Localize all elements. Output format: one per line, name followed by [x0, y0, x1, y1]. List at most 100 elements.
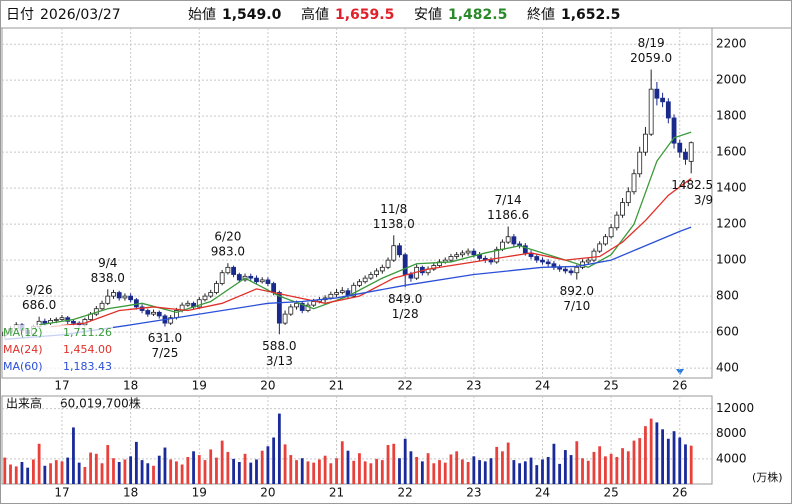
- volume-bar: [621, 448, 624, 484]
- volume-bar: [501, 451, 504, 484]
- volume-bar: [9, 464, 12, 484]
- candle-body: [208, 292, 214, 297]
- x-tick-label: 22: [398, 486, 413, 500]
- candle-body: [151, 311, 156, 315]
- annotation-date: 6/20: [214, 230, 241, 244]
- volume-bar: [106, 445, 110, 484]
- x-tick-label: 25: [603, 379, 618, 393]
- candle-body: [562, 268, 568, 272]
- y-tick-label: 1400: [716, 181, 747, 195]
- x-tick-label: 21: [329, 486, 344, 500]
- annotation-date: 7/25: [151, 346, 178, 360]
- volume-tick-label: 4000: [716, 451, 747, 465]
- volume-bar: [66, 457, 70, 484]
- field-name: 始値: [188, 7, 216, 23]
- volume-bar: [666, 438, 670, 484]
- volume-bar: [558, 463, 562, 484]
- annotation-date: 8/19: [638, 36, 665, 50]
- y-tick-label: 2200: [716, 37, 747, 51]
- x-tick-label: 17: [54, 486, 69, 500]
- candle-body: [116, 292, 122, 299]
- volume-bar: [535, 465, 539, 484]
- volume-bar: [546, 456, 550, 484]
- candle-body: [557, 266, 563, 270]
- x-tick-label: 25: [603, 486, 618, 500]
- volume-tick-label: 12000: [716, 401, 754, 415]
- volume-bar: [60, 461, 64, 484]
- candle-body: [597, 243, 603, 252]
- volume-bar: [340, 441, 344, 484]
- candle-body: [225, 266, 231, 274]
- ma-legend-bg: [3, 325, 113, 377]
- candle-body: [254, 277, 259, 283]
- field-name: 安値: [414, 7, 442, 23]
- volume-bar: [260, 450, 264, 484]
- field-name: 高値: [301, 6, 329, 23]
- candle-body: [133, 299, 139, 308]
- candle-body: [534, 256, 540, 261]
- volume-bar: [157, 455, 161, 484]
- volume-unit: (万株): [752, 470, 783, 484]
- candle-body: [357, 281, 362, 286]
- volume-bar: [134, 441, 138, 484]
- volume-bar: [449, 454, 453, 484]
- y-tick-label: 400: [716, 361, 739, 375]
- volume-bar: [72, 427, 75, 484]
- volume-bar: [672, 431, 676, 484]
- volume-title: 出来高: [6, 396, 42, 411]
- annotation-value: 1482.5: [671, 178, 713, 192]
- candle-body: [683, 151, 688, 160]
- volume-bar: [541, 459, 544, 484]
- volume-bar: [220, 440, 224, 484]
- ma-legend-name: MA(60): [3, 360, 43, 373]
- volume-bar: [140, 460, 144, 484]
- candle-body: [614, 214, 620, 229]
- volume-bar: [94, 453, 98, 484]
- volume-bar: [609, 453, 613, 484]
- candle-body: [631, 173, 637, 193]
- volume-bar: [438, 460, 441, 484]
- volume-bar: [598, 446, 602, 484]
- candle-body: [585, 259, 591, 263]
- volume-bar: [420, 461, 424, 484]
- candle-body: [71, 320, 76, 324]
- volume-bar: [352, 460, 356, 484]
- x-tick-label: 24: [535, 486, 550, 500]
- volume-bar: [369, 463, 373, 484]
- volume-bar: [569, 455, 573, 484]
- volume-bar: [329, 463, 333, 484]
- candle-body: [265, 279, 271, 284]
- volume-bar: [604, 456, 607, 484]
- volume-panel: [1, 395, 713, 485]
- volume-bar: [380, 460, 384, 484]
- candle-body: [231, 266, 237, 275]
- candle-body: [374, 270, 380, 275]
- volume-bar: [432, 463, 436, 484]
- candle-body: [299, 302, 305, 311]
- annotation-date: 9/4: [98, 256, 117, 270]
- candle-body: [511, 236, 517, 245]
- candle-body: [385, 259, 391, 268]
- volume-bar: [312, 462, 316, 484]
- volume-bar: [54, 460, 58, 484]
- volume-bar: [655, 422, 659, 484]
- y-tick-label: 1800: [716, 109, 747, 123]
- candle-body: [379, 266, 385, 272]
- volume-bar: [192, 451, 195, 484]
- volume-bar: [20, 462, 24, 484]
- volume-bar: [489, 458, 493, 484]
- volume-bar: [626, 451, 630, 484]
- candle-body: [271, 283, 277, 293]
- volume-bar: [403, 438, 407, 484]
- volume-bar: [592, 451, 596, 484]
- volume-bar: [689, 445, 693, 484]
- candle-body: [448, 256, 454, 261]
- candle-body: [282, 313, 288, 324]
- candle-body: [168, 317, 174, 324]
- volume-bar: [506, 442, 510, 484]
- volume-bar: [3, 457, 7, 484]
- x-tick-label: 23: [466, 486, 481, 500]
- volume-bar: [186, 456, 190, 484]
- y-tick-label: 1600: [716, 145, 747, 159]
- candle-body: [339, 290, 345, 293]
